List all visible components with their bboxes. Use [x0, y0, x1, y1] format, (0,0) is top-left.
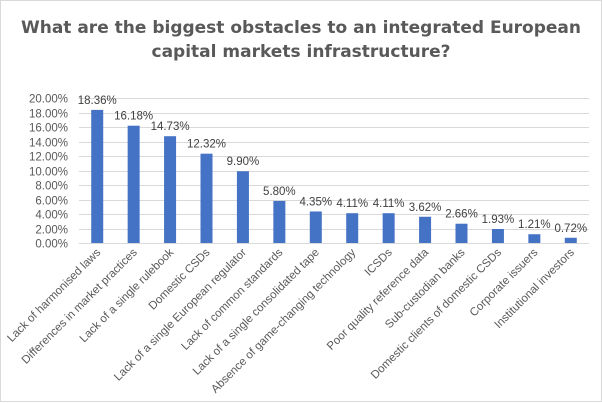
- bar: [528, 234, 541, 243]
- x-category-label: ICSDs: [363, 246, 395, 278]
- data-label: 12.32%: [187, 139, 226, 151]
- data-label: 16.18%: [114, 111, 153, 123]
- y-tick-label: 12.00%: [29, 152, 68, 164]
- bar: [91, 109, 104, 243]
- data-label: 5.80%: [263, 186, 296, 198]
- bar: [273, 200, 286, 243]
- y-tick-label: 14.00%: [29, 138, 68, 150]
- data-label: 0.72%: [554, 223, 587, 235]
- chart-title-line-1: What are the biggest obstacles to an int…: [21, 18, 581, 38]
- y-tick-label: 16.00%: [29, 123, 68, 135]
- bar: [200, 153, 213, 243]
- bars: [91, 109, 577, 243]
- y-tick-label: 18.00%: [29, 109, 68, 121]
- bar: [491, 229, 504, 243]
- data-label: 14.73%: [151, 121, 190, 133]
- chart-title-line-2: capital markets infrastructure?: [152, 42, 451, 62]
- y-axis-ticks: 0.00% 2.00% 4.00% 6.00% 8.00% 10.00% 12.00% 14.…: [29, 94, 68, 251]
- x-category-label: Lack of a single European regulator: [112, 247, 249, 384]
- y-tick-label: 8.00%: [35, 181, 68, 193]
- bar: [236, 171, 249, 243]
- x-category-label: Domestic clients of domestic CSDs: [369, 246, 504, 381]
- gridlines: [79, 98, 589, 244]
- bar: [564, 237, 577, 243]
- bar: [127, 125, 140, 243]
- data-label: 1.21%: [518, 219, 551, 231]
- data-label: 3.62%: [409, 202, 442, 214]
- data-label: 1.93%: [482, 214, 515, 226]
- y-tick-label: 20.00%: [29, 94, 68, 106]
- data-label: 9.90%: [227, 156, 260, 168]
- y-tick-label: 6.00%: [35, 196, 68, 208]
- y-tick-label: 0.00%: [35, 239, 68, 251]
- y-tick-label: 2.00%: [35, 225, 68, 237]
- data-label: 4.35%: [299, 196, 332, 208]
- data-labels: 18.36% 16.18%14.73% 12.32%9.90% 5.80%4.35% 4…: [78, 95, 587, 235]
- data-label: 4.11%: [336, 198, 368, 210]
- data-label: 2.66%: [445, 209, 478, 221]
- bar: [455, 223, 468, 243]
- bar: [309, 211, 322, 243]
- data-label: 18.36%: [78, 95, 117, 107]
- bar: [419, 216, 432, 243]
- bar: [164, 136, 177, 243]
- x-category-label: Corporate issuers: [468, 246, 541, 319]
- bar: [346, 213, 359, 243]
- y-tick-label: 10.00%: [29, 167, 68, 179]
- data-label: 4.11%: [373, 198, 405, 210]
- bar: [382, 213, 395, 243]
- y-tick-label: 4.00%: [35, 210, 68, 222]
